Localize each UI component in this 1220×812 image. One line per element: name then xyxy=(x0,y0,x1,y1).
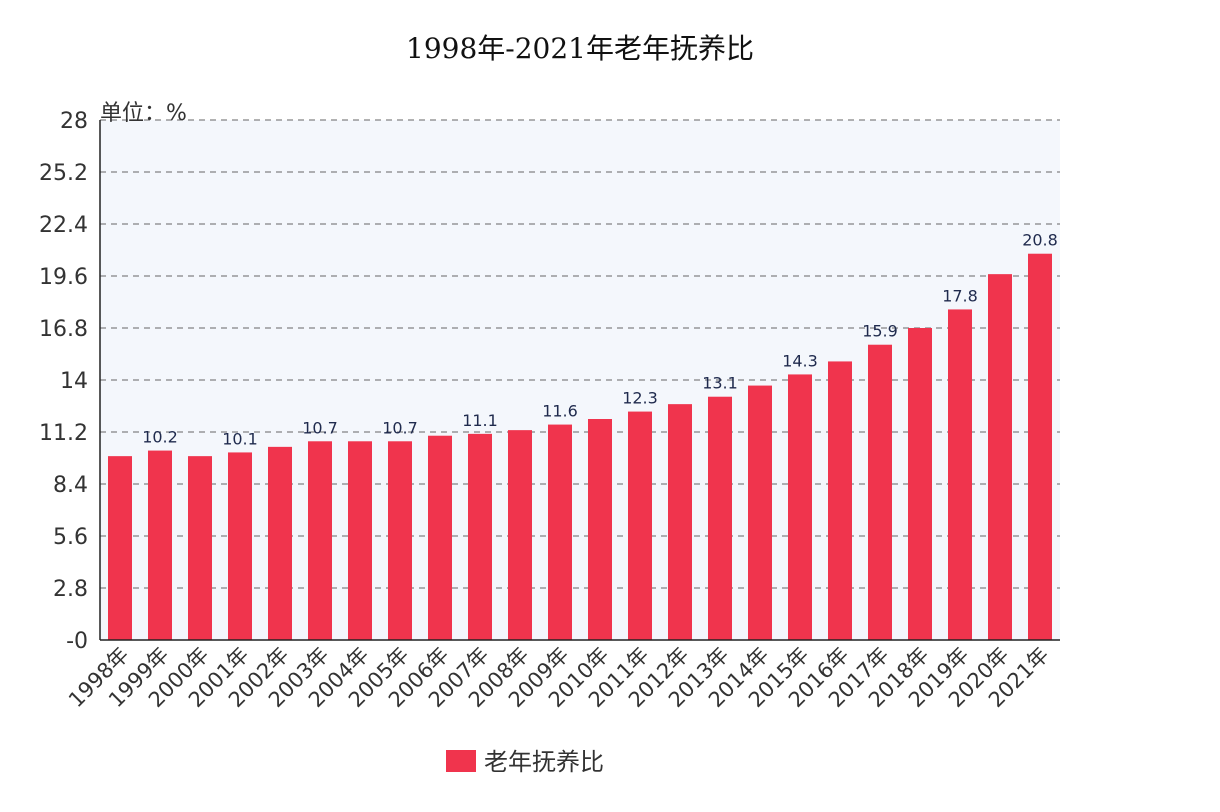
bar xyxy=(668,404,692,640)
y-axis-ticks: -0 2.8 5.6 8.4 11.2 14 16.8 19.6 22.4 25.2 28 xyxy=(39,109,88,654)
unit-label: 单位：% xyxy=(100,101,187,126)
data-label: 10.7 xyxy=(302,418,338,437)
bar xyxy=(948,309,972,640)
y-tick-label: 19.6 xyxy=(39,265,88,290)
bar xyxy=(148,450,172,640)
bars xyxy=(108,253,1052,640)
data-label: 10.1 xyxy=(222,429,258,448)
bar xyxy=(988,274,1012,640)
legend: 老年抚养比 xyxy=(446,748,604,776)
bar xyxy=(1028,253,1052,640)
legend-label: 老年抚养比 xyxy=(484,748,604,776)
bar xyxy=(188,456,212,640)
legend-swatch xyxy=(446,750,476,772)
bar xyxy=(788,374,812,640)
data-label: 10.2 xyxy=(142,428,178,447)
bar xyxy=(708,396,732,640)
y-tick-label: 28 xyxy=(60,109,88,134)
bar xyxy=(908,328,932,640)
bar xyxy=(108,456,132,640)
bar xyxy=(628,411,652,640)
axes xyxy=(99,120,1060,641)
bar xyxy=(428,435,452,640)
bar xyxy=(508,430,532,640)
y-tick-label: 8.4 xyxy=(53,473,88,498)
bar xyxy=(348,441,372,640)
y-tick-label: -0 xyxy=(66,629,88,654)
y-tick-label: 25.2 xyxy=(39,161,88,186)
bar xyxy=(468,433,492,640)
bar xyxy=(268,446,292,640)
bar xyxy=(868,344,892,640)
data-label: 15.9 xyxy=(862,322,898,341)
y-tick-label: 5.6 xyxy=(53,525,88,550)
data-label: 10.7 xyxy=(382,418,418,437)
y-tick-label: 2.8 xyxy=(53,577,88,602)
bar xyxy=(308,441,332,640)
data-label: 13.1 xyxy=(702,374,738,393)
data-label: 12.3 xyxy=(622,389,658,408)
bar xyxy=(228,452,252,640)
bar xyxy=(548,424,572,640)
bar xyxy=(588,419,612,640)
data-label: 17.8 xyxy=(942,286,978,305)
y-tick-label: 14 xyxy=(60,369,88,394)
data-label: 20.8 xyxy=(1022,231,1058,250)
data-label: 14.3 xyxy=(782,351,818,370)
y-tick-label: 16.8 xyxy=(39,317,88,342)
data-label: 11.6 xyxy=(542,402,578,421)
x-axis-labels: 1998年1999年2000年2001年2002年2003年2004年2005年… xyxy=(64,643,1054,713)
chart-title: 1998年-2021年老年抚养比 xyxy=(406,32,754,65)
grid-lines xyxy=(100,119,1060,589)
data-label: 11.1 xyxy=(462,411,498,430)
bar xyxy=(828,361,852,640)
data-labels: 10.2 10.1 10.7 10.7 11.1 11.6 12.3 13.1 14.3 15.9… xyxy=(142,231,1058,449)
bar xyxy=(388,441,412,640)
bar xyxy=(748,385,772,640)
y-tick-label: 22.4 xyxy=(39,213,88,238)
y-tick-label: 11.2 xyxy=(39,421,88,446)
